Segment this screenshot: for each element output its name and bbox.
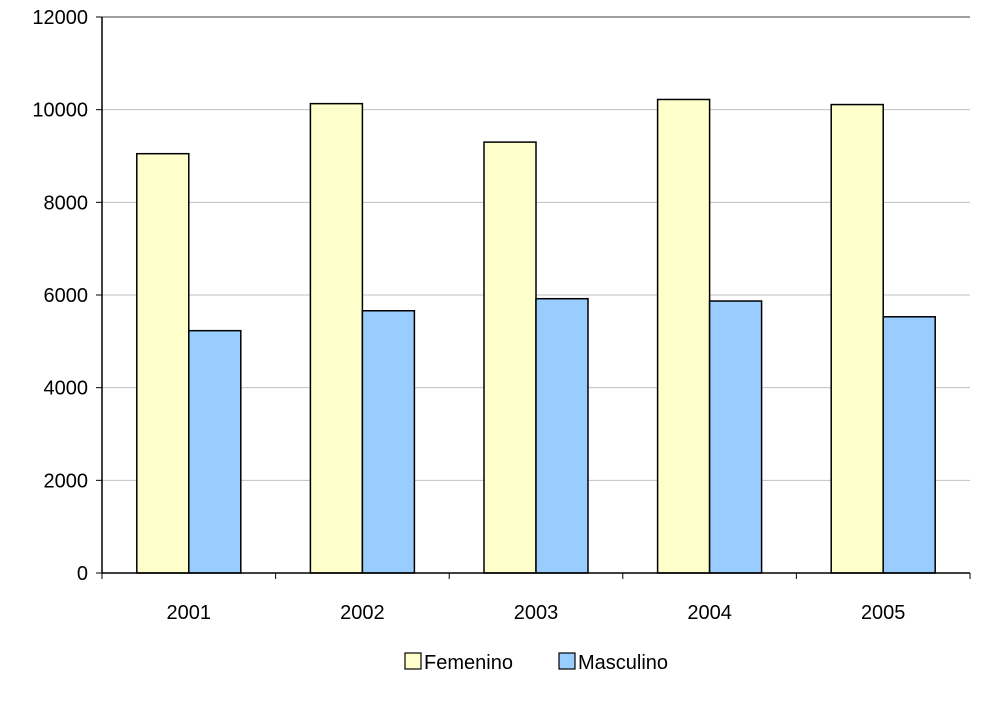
x-tick-label: 2004	[687, 602, 732, 624]
y-tick-label: 2000	[44, 470, 89, 492]
bar-masculino-2004	[708, 300, 763, 574]
legend-label-femenino: Femenino	[424, 652, 513, 674]
bar-femenino-2003	[483, 141, 537, 574]
bar-masculino-2002	[361, 310, 416, 574]
bar-femenino-2001	[136, 152, 190, 574]
x-tick-label: 2005	[861, 602, 906, 624]
legend-swatch-femenino	[404, 652, 422, 670]
legend-swatch-masculino	[558, 652, 576, 670]
y-tick-label: 4000	[44, 378, 89, 400]
bar-femenino-2002	[309, 102, 364, 574]
axis-labels: 0 2000 4000 6000 8000 10000 12000 2001 2002 2003 2…	[32, 7, 905, 624]
bars	[136, 98, 936, 574]
y-tick-label: 8000	[44, 192, 89, 214]
x-tick-label: 2003	[514, 602, 559, 624]
legend-label-masculino: Masculino	[578, 652, 668, 674]
bar-femenino-2005	[830, 103, 884, 574]
y-tick-label: 6000	[44, 285, 89, 307]
legend: Femenino Masculino	[404, 652, 668, 674]
x-tick-label: 2001	[167, 602, 212, 624]
y-tick-label: 0	[77, 563, 88, 585]
x-tick-label: 2002	[340, 602, 385, 624]
bar-femenino-2004	[656, 98, 711, 574]
bar-masculino-2001	[188, 329, 242, 574]
bar-masculino-2005	[882, 316, 936, 574]
y-tick-label: 12000	[32, 7, 88, 29]
axes	[96, 16, 971, 579]
bar-masculino-2003	[535, 297, 589, 574]
y-tick-label: 10000	[32, 100, 88, 122]
